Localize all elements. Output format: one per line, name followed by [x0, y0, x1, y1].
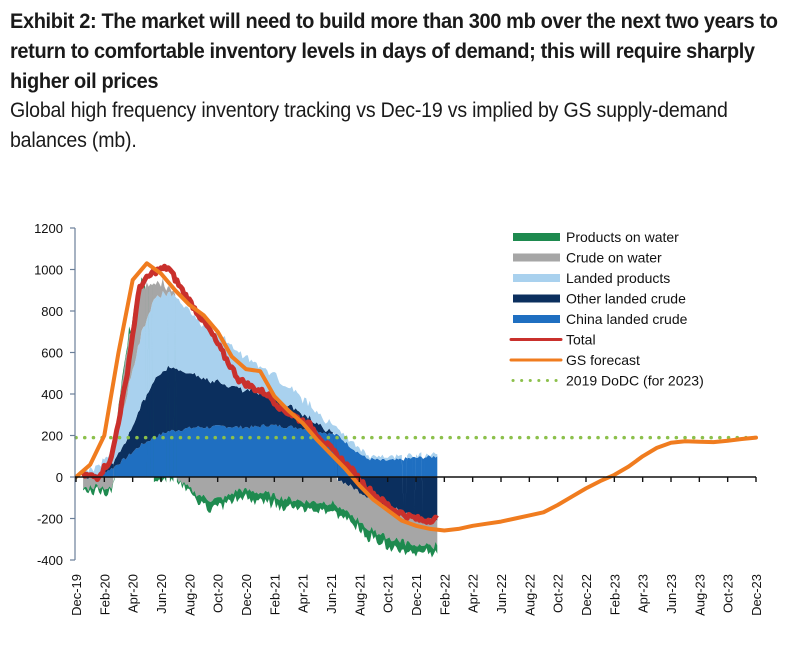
line-series: [74, 261, 758, 533]
legend-swatch: [513, 315, 560, 323]
legend-label: Landed products: [566, 270, 670, 286]
x-tick-label: Feb-23: [607, 574, 622, 615]
x-tick-label: Apr-21: [296, 574, 311, 613]
axes: -400 -200 0 200 400 600 800 1000 1200 Dec-19 Feb-2…: [34, 221, 764, 616]
y-tick-label: 800: [41, 304, 63, 319]
x-tick-label: Jun-22: [494, 574, 509, 614]
legend-label: GS forecast: [566, 352, 640, 368]
legend-label: 2019 DoDC (for 2023): [566, 373, 704, 389]
y-tick-label: 1200: [34, 221, 63, 236]
legend-item: Other landed crude: [513, 291, 686, 307]
x-tick-label: Apr-23: [636, 574, 651, 613]
x-tick-label: Feb-21: [267, 574, 282, 615]
x-tick-label: Feb-20: [97, 574, 112, 615]
x-tick-label: Aug-21: [352, 574, 367, 616]
x-tick-label: Apr-22: [466, 574, 481, 613]
x-tick-label: Dec-19: [69, 574, 84, 616]
x-tick-label: Jun-20: [154, 574, 169, 614]
x-tick-label: Dec-22: [579, 574, 594, 616]
y-tick-label: 600: [41, 346, 63, 361]
chart-subtitle: Global high frequency inventory tracking…: [10, 99, 728, 152]
x-tick-label: Oct-20: [211, 574, 226, 613]
x-tick-label: Oct-22: [551, 574, 566, 613]
legend-item: Crude on water: [513, 250, 662, 266]
y-tick-label: 0: [56, 470, 63, 485]
y-tick-label: 400: [41, 387, 63, 402]
line-gs-forecast: [74, 261, 758, 533]
legend-item: Total: [509, 332, 596, 348]
x-tick-label: Aug-23: [692, 574, 707, 616]
legend-label: Other landed crude: [566, 291, 686, 307]
legend-swatch: [513, 274, 560, 282]
x-tick-label: Oct-21: [381, 574, 396, 613]
x-tick-label: Oct-23: [721, 574, 736, 613]
legend-item: 2019 DoDC (for 2023): [511, 373, 704, 389]
x-tick-label: Jun-23: [664, 574, 679, 614]
legend-label: Crude on water: [566, 250, 662, 266]
x-tick-label: Aug-20: [182, 574, 197, 616]
legend-label: China landed crude: [566, 311, 688, 327]
x-tick-label: Dec-23: [749, 574, 764, 616]
x-tick-label: Aug-22: [522, 574, 537, 616]
legend-label: Products on water: [566, 229, 679, 245]
y-tick-label: 1000: [34, 263, 63, 278]
legend-swatch: [513, 294, 560, 303]
legend: Products on water Crude on water Landed pr…: [509, 229, 704, 389]
legend-item: China landed crude: [513, 311, 688, 327]
legend-swatch: [513, 233, 560, 241]
y-tick-label: 200: [41, 429, 63, 444]
x-tick-label: Dec-20: [239, 574, 254, 616]
y-tick-label: -400: [37, 553, 63, 568]
area-landed-products: [83, 290, 438, 521]
legend-item: GS forecast: [509, 352, 640, 368]
area-other-landed-crude: [83, 365, 438, 522]
y-tick-label: -200: [37, 512, 63, 527]
x-tick-label: Dec-21: [409, 574, 424, 616]
exhibit-title: Exhibit 2: The market will need to build…: [10, 9, 778, 93]
legend-item: Products on water: [513, 229, 679, 245]
x-tick-label: Apr-20: [126, 574, 141, 613]
line-total: [80, 263, 439, 525]
legend-item: Landed products: [513, 270, 670, 286]
legend-swatch: [513, 253, 560, 262]
x-tick-label: Feb-22: [437, 574, 452, 615]
x-tick-label: Jun-21: [324, 574, 339, 614]
legend-label: Total: [566, 332, 596, 348]
